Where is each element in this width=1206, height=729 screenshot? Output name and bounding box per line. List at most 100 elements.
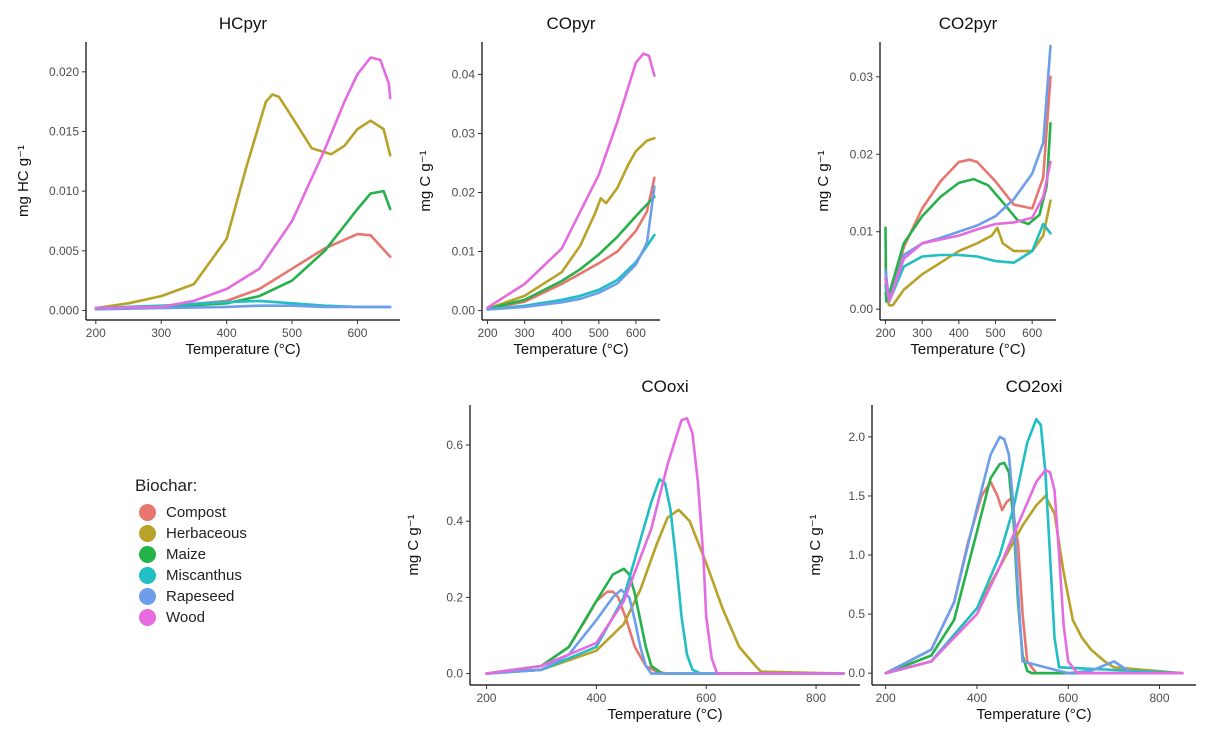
series-line-maize — [884, 461, 1184, 675]
x-tick-label: 300 — [515, 326, 535, 340]
y-tick-label: 0.015 — [49, 124, 79, 138]
series-line-rapeseed — [485, 588, 845, 675]
x-tick-label: 600 — [1058, 691, 1078, 705]
series-line-maize — [94, 189, 392, 310]
legend-item-rapeseed: Rapeseed — [135, 586, 335, 607]
chart-panel-co2pyr: CO2pyr 200 300 400 500 600 0.00 0.01 0.02 0.03 Tem… — [815, 14, 1056, 358]
x-tick-label: 200 — [86, 326, 106, 340]
series-line-herbaceous — [485, 508, 845, 675]
series-line-wood — [884, 468, 1184, 675]
y-tick-label: 0.01 — [850, 225, 874, 239]
series-line-wood — [884, 160, 1052, 303]
legend-label: Herbaceous — [166, 525, 247, 542]
series-line-herbaceous — [884, 199, 1052, 307]
series-line-compost — [884, 75, 1052, 303]
x-tick-label: 500 — [589, 326, 609, 340]
x-tick-label: 200 — [476, 691, 496, 705]
x-tick-label: 600 — [1022, 326, 1042, 340]
series-line-maize — [485, 567, 845, 675]
series-line-maize — [486, 195, 656, 311]
series-line-rapeseed — [486, 185, 656, 311]
y-tick-label: 0.4 — [446, 514, 463, 528]
y-axis-label: mg C g⁻¹ — [405, 514, 422, 575]
chart-panel-hcpyr: HCpyr 200 300 400 500 600 0.000 0.005 0.010 0.015… — [15, 14, 400, 358]
y-tick-label: 2.0 — [848, 430, 865, 444]
x-tick-label: 600 — [626, 326, 646, 340]
legend-swatch — [139, 546, 156, 563]
legend-label: Rapeseed — [166, 588, 235, 605]
series-line-miscanthus — [486, 233, 656, 311]
y-tick-label: 0.2 — [446, 590, 463, 604]
x-axis-label: Temperature (°C) — [976, 706, 1091, 723]
legend-item-maize: Maize — [135, 544, 335, 565]
series-line-miscanthus — [884, 417, 1184, 675]
x-tick-label: 200 — [876, 691, 896, 705]
chart-panel-cooxi: COoxi 200 400 600 800 0.0 0.2 0.4 0.6 Temperature… — [405, 377, 860, 723]
series-line-wood — [486, 52, 656, 309]
chart-title: COoxi — [641, 377, 688, 396]
y-axis-label: mg C g⁻¹ — [807, 514, 824, 575]
y-tick-label: 0.00 — [452, 304, 476, 318]
chart-panel-co2oxi: CO2oxi 200 400 600 800 0.0 0.5 1.0 1.5 2.0 Tempera… — [807, 377, 1196, 723]
legend-item-wood: Wood — [135, 607, 335, 628]
y-axis-label: mg HC g⁻¹ — [15, 145, 32, 217]
x-tick-label: 400 — [586, 691, 606, 705]
y-tick-label: 0.005 — [49, 244, 79, 258]
x-tick-label: 400 — [949, 326, 969, 340]
chart-panel-copyr: COpyr 200 300 400 500 600 0.00 0.01 0.02 0.03 0.04… — [417, 14, 660, 358]
series-line-compost — [486, 176, 656, 311]
y-tick-label: 0.02 — [452, 186, 476, 200]
x-tick-label: 400 — [552, 326, 572, 340]
legend-swatch — [139, 567, 156, 584]
series-line-maize — [884, 122, 1052, 303]
x-tick-label: 600 — [347, 326, 367, 340]
series-line-herbaceous — [884, 494, 1184, 675]
y-tick-label: 0.03 — [452, 126, 476, 140]
legend-item-miscanthus: Miscanthus — [135, 565, 335, 586]
series-line-compost — [485, 590, 845, 675]
x-tick-label: 400 — [967, 691, 987, 705]
legend-swatch — [139, 525, 156, 542]
x-tick-label: 400 — [217, 326, 237, 340]
legend-items: Compost Herbaceous Maize Miscanthus Rapeseed… — [135, 502, 335, 628]
legend-label: Miscanthus — [166, 567, 242, 584]
series-line-compost — [94, 232, 392, 310]
legend-label: Wood — [166, 609, 205, 626]
legend-swatch — [139, 588, 156, 605]
x-tick-label: 500 — [985, 326, 1005, 340]
y-tick-label: 1.0 — [848, 548, 865, 562]
y-tick-label: 0.6 — [446, 438, 463, 452]
y-tick-label: 0.5 — [848, 607, 865, 621]
x-tick-label: 800 — [1149, 691, 1169, 705]
x-tick-label: 200 — [875, 326, 895, 340]
x-axis-label: Temperature (°C) — [910, 341, 1025, 358]
y-tick-label: 0.0 — [446, 667, 463, 681]
chart-title: CO2oxi — [1006, 377, 1063, 396]
series-line-herbaceous — [94, 93, 392, 310]
legend-title: Biochar: — [135, 476, 198, 495]
y-axis-label: mg C g⁻¹ — [417, 150, 434, 211]
x-tick-label: 300 — [912, 326, 932, 340]
x-tick-label: 300 — [151, 326, 171, 340]
legend-swatch — [139, 504, 156, 521]
y-tick-label: 0.000 — [49, 303, 79, 317]
legend-swatch — [139, 609, 156, 626]
chart-title: HCpyr — [219, 14, 268, 33]
series-line-miscanthus — [485, 478, 845, 675]
legend-label: Maize — [166, 546, 207, 563]
y-tick-label: 1.5 — [848, 489, 865, 503]
legend: Biochar: Compost Herbaceous Maize Miscanthu… — [135, 476, 335, 628]
series-line-rapeseed — [94, 304, 392, 311]
series-line-miscanthus — [884, 222, 1052, 303]
y-tick-label: 0.01 — [452, 245, 476, 259]
x-axis-label: Temperature (°C) — [607, 706, 722, 723]
series-line-rapeseed — [884, 435, 1184, 675]
y-tick-label: 0.00 — [850, 302, 874, 316]
y-tick-label: 0.02 — [850, 147, 874, 161]
series-line-wood — [485, 417, 845, 675]
x-tick-label: 800 — [806, 691, 826, 705]
legend-label: Compost — [166, 504, 227, 521]
y-tick-label: 0.010 — [49, 184, 79, 198]
x-axis-label: Temperature (°C) — [185, 341, 300, 358]
